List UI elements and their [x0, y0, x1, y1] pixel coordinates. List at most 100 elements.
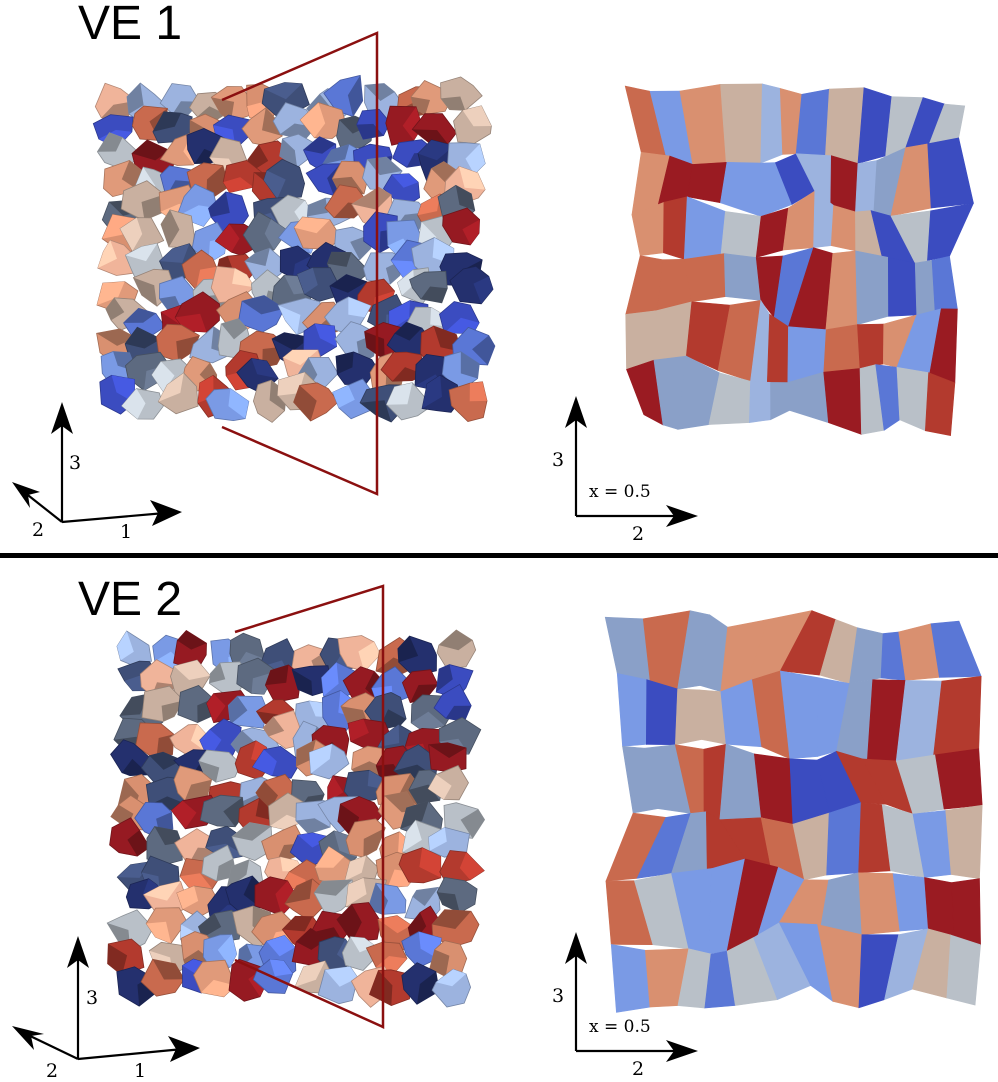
slice-grain	[823, 324, 861, 376]
grain-facet	[429, 949, 450, 977]
grain-facet	[97, 132, 123, 152]
grain-facet	[174, 660, 211, 680]
grain-facet	[462, 219, 480, 245]
grain-facet	[389, 300, 410, 331]
grain-facet	[397, 269, 415, 296]
ve1-axis-2d-vertical: 3	[552, 449, 564, 471]
grain-facet	[122, 758, 150, 776]
grain-facet	[272, 332, 311, 351]
slice-grain	[824, 87, 865, 164]
grain-facet	[296, 928, 328, 950]
grain-facet	[251, 358, 279, 379]
grain-facet	[363, 827, 386, 858]
slice-grain	[830, 205, 856, 252]
grain-facet	[348, 719, 369, 742]
grain-facet	[436, 664, 453, 693]
grain-facet	[132, 140, 170, 161]
panel-ve1: VE 1 3 2 1 3 2 x = 0.5	[12, 0, 975, 545]
grain-facet	[119, 694, 149, 716]
panel-divider	[0, 553, 998, 558]
grain-facet	[325, 966, 358, 987]
grain-facet	[158, 373, 184, 402]
grain-facet	[176, 205, 218, 227]
grain-facet	[125, 243, 158, 262]
ve1-axis-3d-a: 3	[69, 452, 81, 474]
grain-facet	[279, 138, 298, 168]
grain-facet	[412, 887, 439, 906]
grain-facet	[462, 105, 492, 127]
grain-facet	[201, 979, 236, 997]
slice-grain	[770, 382, 790, 421]
slice-grain	[930, 620, 982, 678]
grain-facet	[369, 970, 393, 1006]
ve2-axis-3d-b: 2	[46, 1060, 58, 1082]
grain-facet	[303, 136, 336, 154]
ve2-slice-section	[604, 610, 983, 1013]
slice-grain	[683, 196, 726, 262]
slice-grain	[604, 616, 651, 682]
grain-facet	[161, 700, 184, 722]
slice-grain	[748, 380, 772, 423]
ve1-slice-section	[624, 83, 975, 436]
grain-facet	[121, 388, 146, 419]
grain-facet	[411, 96, 430, 115]
grain-facet	[437, 892, 460, 913]
ve1-axis-2d-horizontal: 2	[632, 523, 644, 545]
grain-facet	[410, 684, 438, 703]
grain-facet	[345, 877, 367, 907]
grain-facet	[282, 916, 313, 932]
slice-grain	[663, 196, 688, 260]
ve1-title: VE 1	[78, 0, 183, 50]
grain-facet	[265, 664, 289, 686]
grain-facet	[469, 381, 487, 402]
grain-facet	[314, 323, 337, 347]
grain-facet	[438, 630, 473, 651]
grain-facet	[347, 75, 363, 117]
slice-grain	[826, 802, 862, 876]
grain-facet	[348, 297, 371, 318]
grain-facet	[321, 662, 339, 697]
ve1-axes-3d: 3 2 1	[12, 402, 182, 543]
grain-facet	[117, 631, 134, 661]
grain-facet	[107, 943, 128, 976]
grain-facet	[133, 277, 157, 307]
grain-facet	[215, 224, 240, 253]
ve2-axes-2d: 3 2 x = 0.5	[552, 932, 698, 1080]
grain-facet	[177, 630, 207, 650]
grain-facet	[336, 351, 354, 375]
ve2-axes-3d: 3 2 1	[12, 936, 200, 1082]
grain-facet	[307, 198, 328, 217]
grain-facet	[394, 322, 422, 341]
grain-facet	[294, 217, 330, 234]
grain-facet	[97, 240, 117, 269]
grain-facet	[364, 331, 385, 360]
grain-facet	[419, 847, 441, 878]
grain-facet	[292, 669, 313, 696]
ve2-slice-label: x = 0.5	[589, 1017, 651, 1037]
grain-facet	[459, 852, 485, 880]
grain-facet	[244, 248, 270, 266]
slice-grain	[610, 944, 651, 1013]
grain-facet	[120, 217, 143, 251]
grain-facet	[247, 144, 269, 171]
grain-facet	[428, 827, 447, 851]
slice-grain	[720, 161, 762, 217]
grain-facet	[432, 909, 471, 929]
grain-facet	[327, 252, 352, 267]
grain-facet	[228, 696, 248, 725]
grain-facet	[232, 268, 255, 288]
grain-facet	[275, 880, 298, 916]
ve1-axis-3d-b: 2	[32, 519, 44, 541]
grain-facet	[428, 742, 467, 758]
grain-facet	[377, 915, 412, 934]
grain-facet	[327, 775, 344, 802]
ve2-figure: 3 2 1 3 2 x = 0.5	[12, 584, 983, 1082]
ve1-axis-3d-c: 1	[120, 521, 132, 543]
grain-facet	[263, 170, 286, 199]
slice-grain	[927, 202, 975, 261]
grain-facet	[285, 878, 313, 904]
ve2-axis-2d-vertical: 3	[552, 985, 564, 1007]
grain-facet	[391, 173, 419, 188]
slice-grain	[896, 366, 929, 432]
grain-facet	[412, 129, 448, 144]
